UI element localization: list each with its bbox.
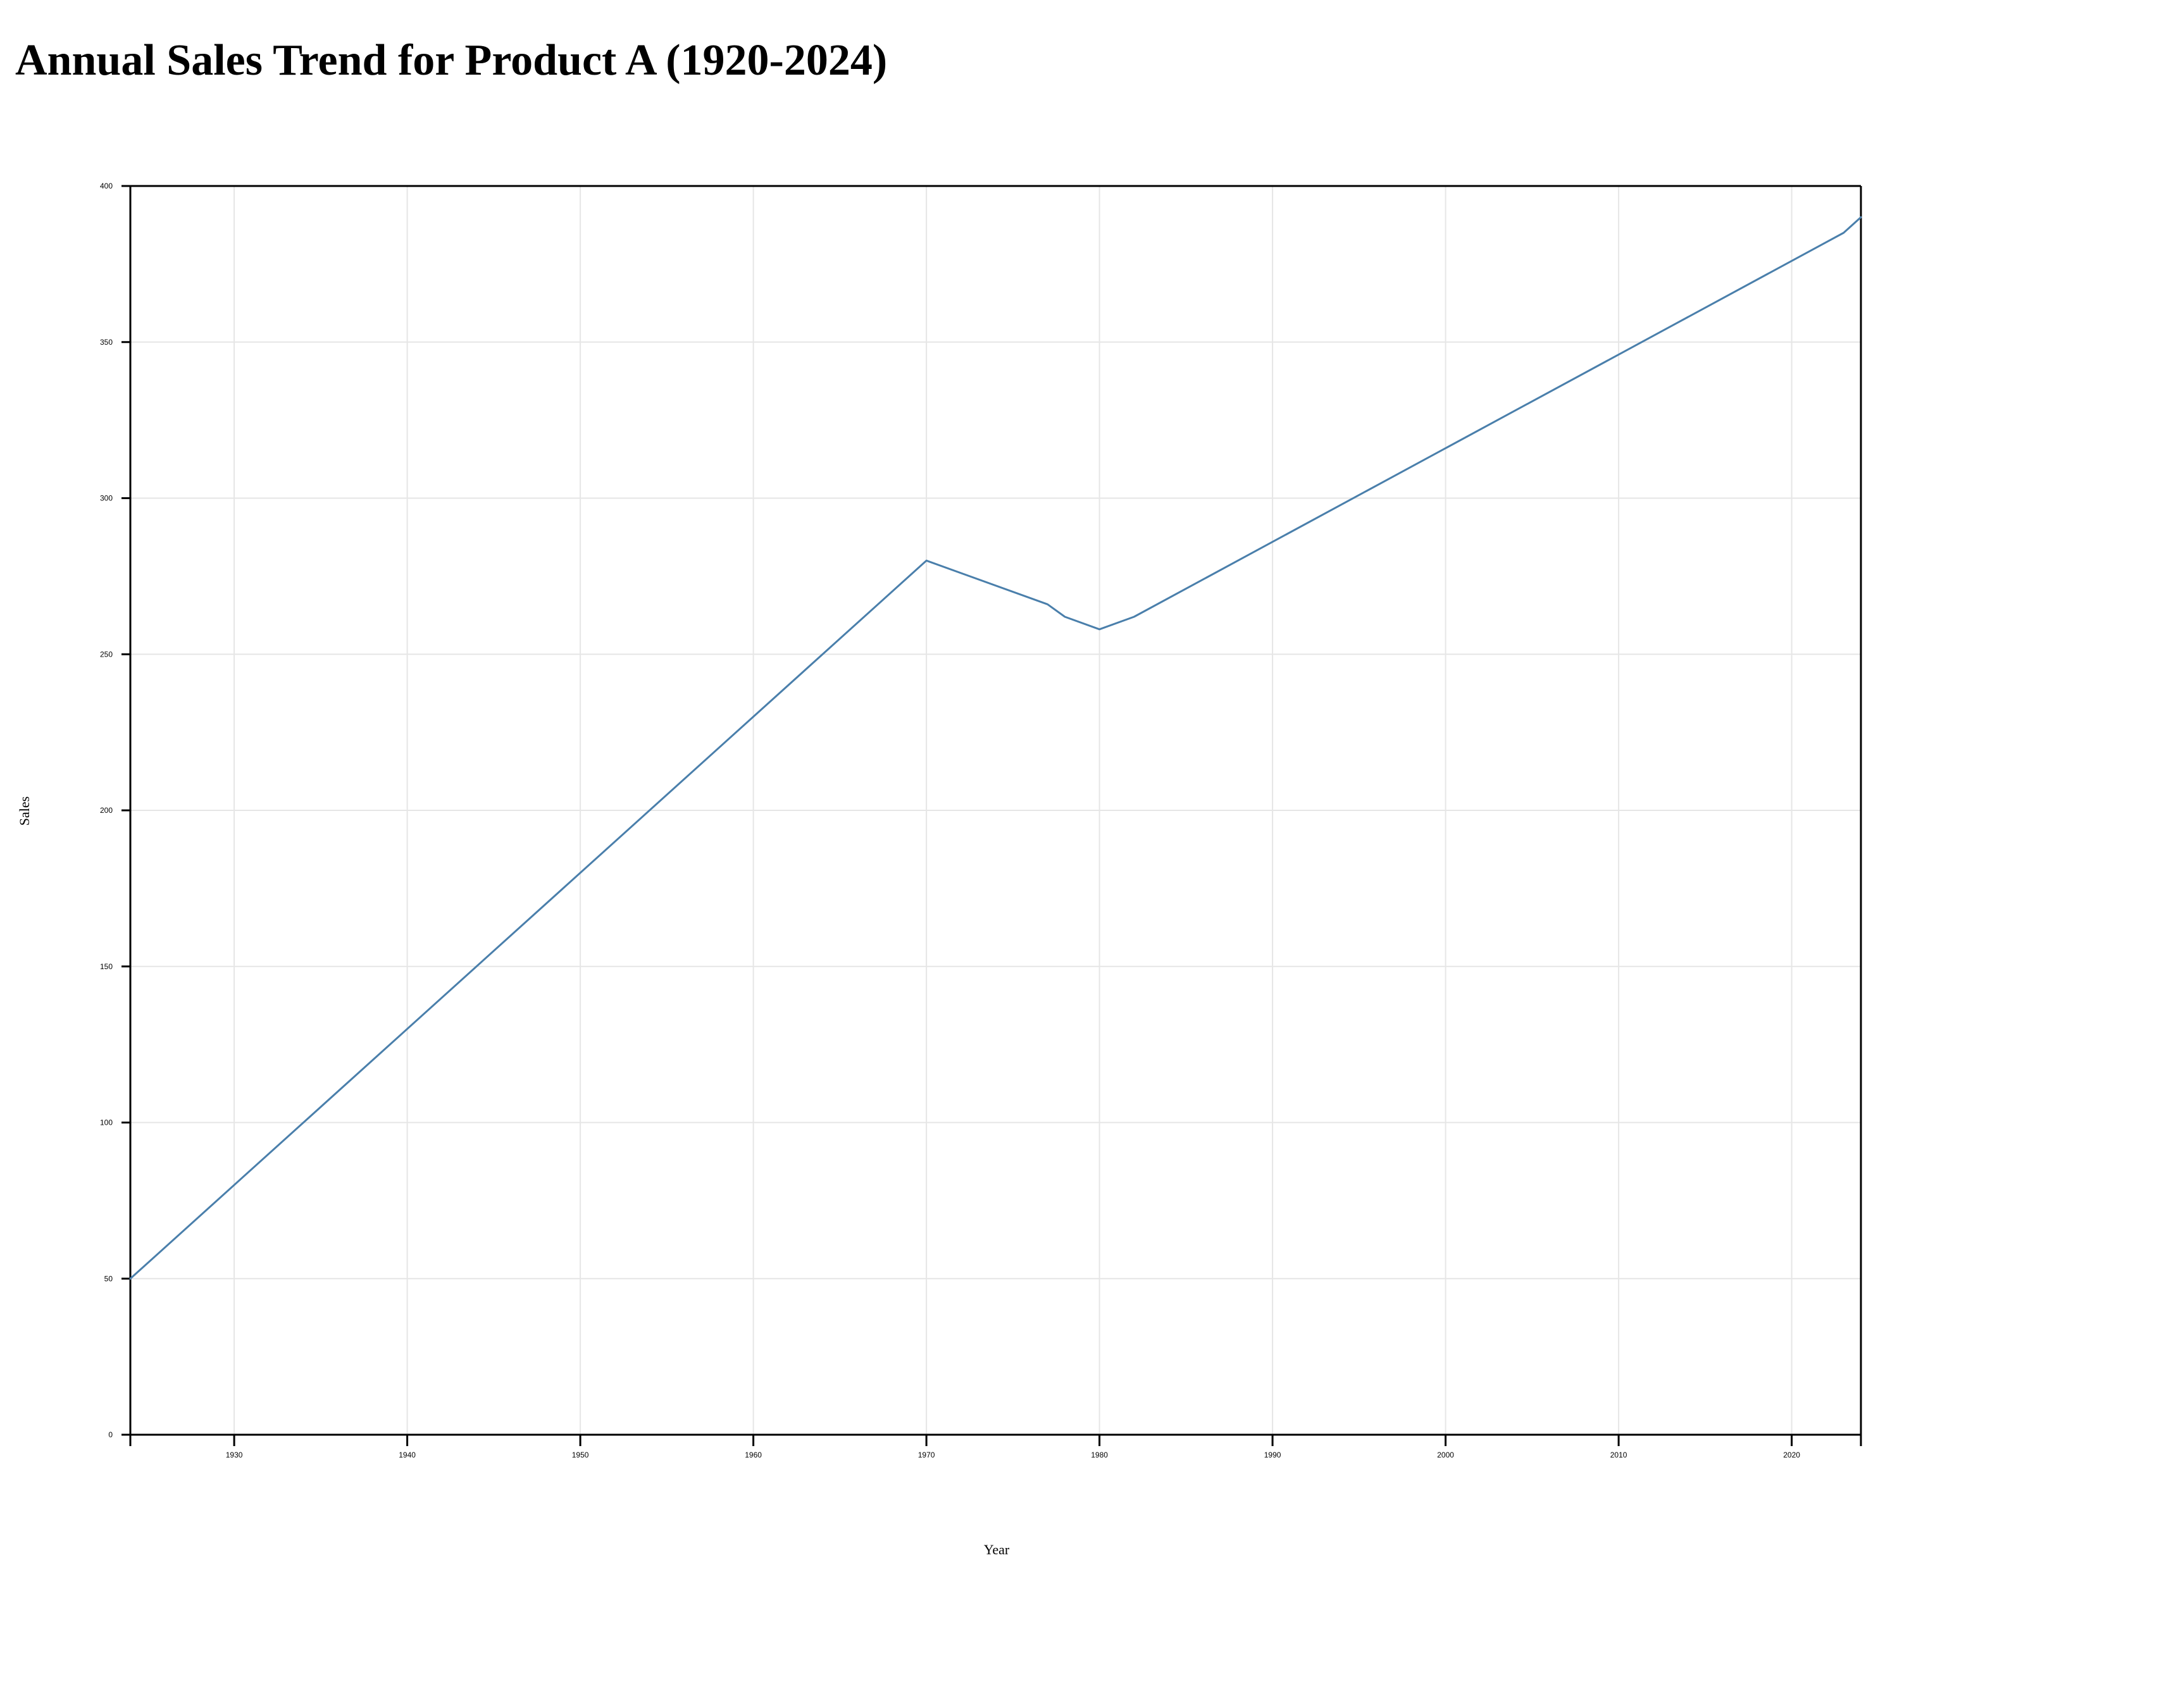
x-tick-label: 2010 <box>1610 1451 1627 1459</box>
x-tick-label: 1980 <box>1091 1451 1108 1459</box>
x-tick-label: 2000 <box>1437 1451 1454 1459</box>
series-line <box>129 216 1862 1280</box>
y-tick-label: 0 <box>108 1430 113 1439</box>
series-layer <box>129 216 1862 1280</box>
gridlines <box>130 185 1861 1435</box>
x-tick-label: 1940 <box>399 1451 416 1459</box>
x-tick-label: 1960 <box>745 1451 762 1459</box>
page-title: Annual Sales Trend for Product A (1920-2… <box>15 36 888 85</box>
x-axis-title: Year <box>984 1542 1010 1557</box>
x-tick-label: 1950 <box>572 1451 589 1459</box>
y-tick-label: 100 <box>100 1118 113 1127</box>
y-tick-label: 350 <box>100 338 113 347</box>
y-tick-label: 150 <box>100 962 113 971</box>
x-tick-label: 1990 <box>1264 1451 1281 1459</box>
y-tick-label: 250 <box>100 650 113 659</box>
x-tick-label: 1970 <box>918 1451 935 1459</box>
y-tick-label: 300 <box>100 494 113 503</box>
y-tick-label: 200 <box>100 806 113 815</box>
y-tick-label: 50 <box>104 1274 113 1283</box>
y-tick-label: 400 <box>100 182 113 190</box>
x-tick-label: 2020 <box>1783 1451 1800 1459</box>
x-tick-label: 1930 <box>226 1451 243 1459</box>
x-axis: 1930 1940 1950 1960 1970 1980 1990 2000 2010 2020 <box>129 1435 1862 1459</box>
y-axis: 0 50 100 150 200 250 300 350 400 <box>100 182 130 1439</box>
y-axis-title: Sales <box>16 796 32 826</box>
